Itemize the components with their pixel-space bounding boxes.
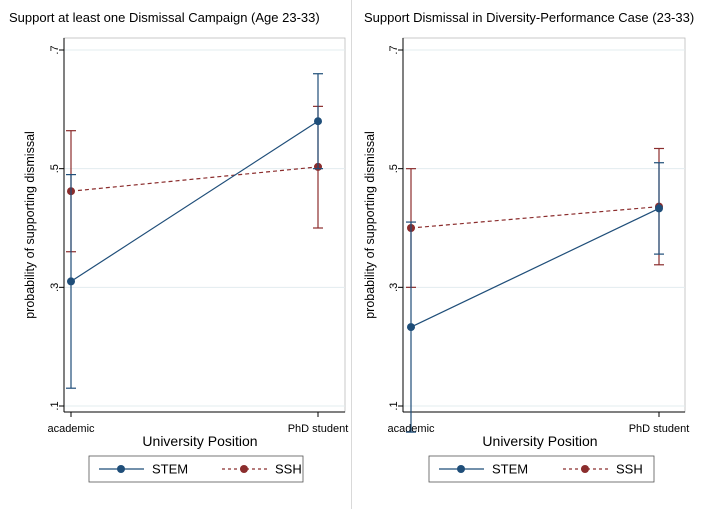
x-axis-ticks: academic PhD student [47, 412, 348, 435]
y-axis-label: probability of supporting dismissal [23, 131, 37, 319]
legend-ssh-label: SSH [616, 462, 643, 477]
y-tick-label: .5 [388, 164, 400, 173]
legend-stem-marker [117, 465, 125, 473]
y-axis-ticks: .1 .3 .5 .7 [49, 45, 64, 411]
y-tick-label: .3 [388, 283, 400, 292]
chart-title: Support Dismissal in Diversity-Performan… [364, 10, 694, 25]
y-tick-label: .3 [49, 283, 61, 292]
y-tick-label: .7 [49, 45, 61, 54]
y-axis-label: probability of supporting dismissal [363, 131, 377, 319]
chart-panel-1: Support at least one Dismissal Campaign … [9, 10, 348, 483]
legend-ssh-label: SSH [275, 462, 302, 477]
legend-stem-label: STEM [492, 462, 528, 477]
legend: STEM SSH [88, 455, 304, 483]
x-tick-label: academic [47, 423, 95, 435]
y-tick-label: .1 [388, 401, 400, 410]
series-line-stem [70, 120, 319, 282]
gridlines [403, 49, 685, 407]
data-point-stem [67, 277, 75, 286]
legend-ssh-marker [240, 465, 248, 473]
series-line-stem [410, 207, 660, 328]
legend: STEM SSH [428, 455, 655, 483]
y-tick-label: .5 [49, 164, 61, 173]
data-point-stem [655, 204, 663, 213]
x-tick-label: PhD student [629, 423, 690, 435]
series-line-ssh [70, 166, 319, 192]
chart-panel-2: Support Dismissal in Diversity-Performan… [363, 10, 694, 483]
chart-title: Support at least one Dismissal Campaign … [9, 10, 320, 25]
data-marks [406, 147, 664, 433]
data-marks [66, 73, 323, 389]
x-axis-label: University Position [482, 433, 597, 449]
x-tick-label: PhD student [288, 423, 349, 435]
legend-stem-marker [457, 465, 465, 473]
y-tick-label: .7 [388, 45, 400, 54]
x-axis-label: University Position [142, 433, 257, 449]
y-tick-label: .1 [49, 401, 61, 410]
y-axis-ticks: .1 .3 .5 .7 [388, 45, 403, 411]
legend-stem-label: STEM [152, 462, 188, 477]
data-point-stem [314, 117, 322, 126]
gridlines [64, 49, 345, 407]
legend-ssh-marker [581, 465, 589, 473]
data-point-stem [407, 323, 415, 332]
